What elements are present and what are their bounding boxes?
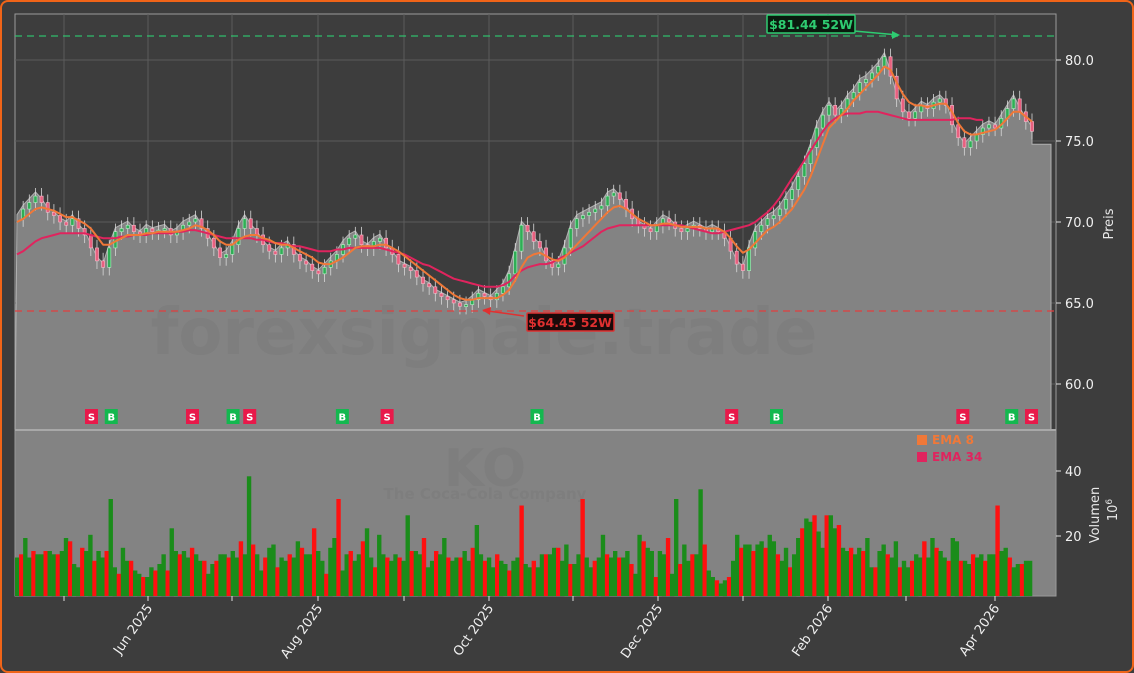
signal-sell-marker: S (956, 409, 970, 424)
volume-bars (15, 476, 1033, 597)
signal-sell-marker: S (380, 409, 394, 424)
svg-text:S: S (1028, 413, 1035, 424)
svg-text:B: B (229, 413, 237, 424)
signal-sell-marker: S (725, 409, 739, 424)
volume-axis-title: Volumen (1088, 487, 1103, 544)
price-y-axis: 80.0 75.0 70.0 65.0 60.0 Preis (1056, 54, 1117, 393)
price-tick-60: 60.0 (1065, 378, 1094, 393)
svg-text:S: S (959, 413, 966, 424)
price-tick-75: 75.0 (1065, 135, 1094, 150)
volume-y-axis: 40 20 Volumen 106 (1056, 465, 1121, 545)
signal-sell-marker: S (185, 409, 199, 424)
signal-buy-marker: B (1005, 409, 1019, 424)
svg-text:B: B (773, 413, 781, 424)
volume-tick-20: 20 (1065, 530, 1082, 545)
x-tick-label: Aug 2025 (278, 602, 326, 662)
x-tick-label: Apr 2026 (957, 602, 1004, 660)
volume-scale-label: 106 (1105, 499, 1121, 522)
signal-sell-marker: S (84, 409, 98, 424)
high-52w-annotation: $81.44 52W (766, 14, 900, 39)
price-tick-80: 80.0 (1065, 54, 1094, 69)
watermark: forexsignale.trade (151, 296, 818, 370)
svg-text:B: B (107, 413, 115, 424)
ema-lines (16, 65, 1033, 301)
low-52w-label: $64.45 52W (528, 315, 612, 330)
svg-text:B: B (533, 413, 541, 424)
svg-text:S: S (189, 413, 196, 424)
x-tick-label: Jun 2025 (110, 602, 156, 659)
signal-buy-marker: B (226, 409, 240, 424)
x-tick-label: Dec 2025 (618, 602, 666, 662)
svg-text:B: B (1008, 413, 1016, 424)
legend: EMA 8 EMA 34 (917, 433, 982, 464)
price-tick-65: 65.0 (1065, 297, 1094, 312)
legend-ema34-label: EMA 34 (932, 450, 982, 464)
x-axis: Jun 2025 Aug 2025 Oct 2025 Dec 2025 Feb 2026… (63, 596, 1004, 662)
svg-text:B: B (339, 413, 347, 424)
signal-buy-marker: B (530, 409, 544, 424)
legend-ema34-swatch (917, 452, 927, 462)
svg-text:S: S (246, 413, 253, 424)
x-tick-label: Feb 2026 (789, 602, 836, 660)
signal-buy-marker: B (769, 409, 783, 424)
svg-text:S: S (384, 413, 391, 424)
high-52w-label: $81.44 52W (769, 17, 853, 32)
svg-text:S: S (728, 413, 735, 424)
price-tick-70: 70.0 (1065, 216, 1094, 231)
x-tick-label: Oct 2025 (451, 602, 498, 660)
signal-buy-marker: B (335, 409, 349, 424)
signal-buy-marker: B (104, 409, 118, 424)
low-52w-annotation: $64.45 52W (482, 307, 615, 332)
ticker-watermark: KO (444, 439, 526, 499)
signal-sell-marker: S (1025, 409, 1039, 424)
price-axis-title: Preis (1102, 208, 1117, 239)
signal-sell-marker: S (243, 409, 257, 424)
legend-ema8-label: EMA 8 (932, 433, 974, 447)
svg-text:S: S (88, 413, 95, 424)
company-watermark: The Coca-Cola Company (384, 485, 587, 503)
legend-ema8-swatch (917, 435, 927, 445)
volume-tick-40: 40 (1065, 465, 1082, 480)
